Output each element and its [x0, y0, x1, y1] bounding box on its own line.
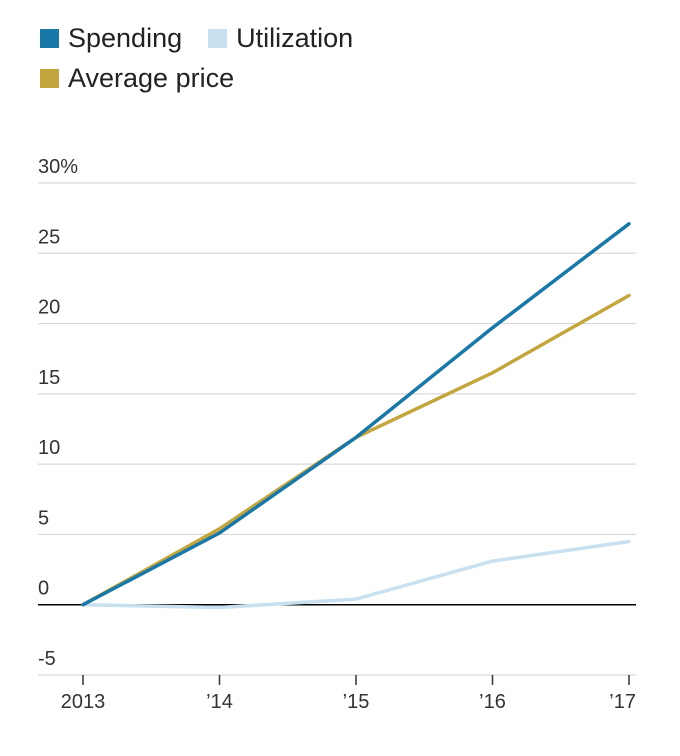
y-tick-label: 30% — [38, 156, 78, 178]
y-tick-label: 10 — [38, 437, 60, 459]
series-line-spending — [81, 222, 631, 607]
legend-item-utilization: Utilization — [208, 23, 353, 54]
x-tick-label: ’15 — [343, 691, 370, 713]
series-line-utilization — [81, 539, 631, 610]
y-tick-labels: -5 0 5 10 15 20 25 30% — [38, 156, 78, 670]
legend: Spending Utilization Average price — [40, 18, 640, 98]
legend-item-average-price: Average price — [40, 63, 234, 94]
x-tick-label: ’14 — [206, 691, 233, 713]
x-tick-label: ’17 — [609, 691, 636, 713]
y-tick-label: 20 — [38, 297, 60, 319]
y-tick-label: 5 — [38, 507, 49, 529]
series-line-average-price — [81, 293, 631, 607]
legend-swatch-average-price — [40, 68, 59, 88]
legend-swatch-spending — [40, 28, 59, 48]
legend-label-spending: Spending — [68, 22, 183, 53]
y-tick-label: -5 — [38, 648, 56, 670]
x-tick-label: 2013 — [61, 691, 106, 713]
y-tick-label: 25 — [38, 226, 60, 248]
legend-label-utilization: Utilization — [236, 22, 354, 53]
legend-row-1: Spending Utilization — [40, 18, 640, 58]
y-tick-label: 15 — [38, 367, 60, 389]
grid-layer — [38, 182, 636, 676]
y-tick-label: 0 — [38, 578, 49, 600]
x-tick-label: ’16 — [479, 691, 506, 713]
legend-swatch-utilization — [208, 28, 228, 48]
legend-item-spending: Spending — [40, 23, 182, 54]
legend-row-2: Average price — [40, 58, 640, 98]
legend-label-average-price: Average price — [68, 62, 235, 93]
series-lines — [81, 222, 631, 610]
x-axis: 2013 ’14 ’15 ’16 ’17 — [61, 675, 636, 713]
